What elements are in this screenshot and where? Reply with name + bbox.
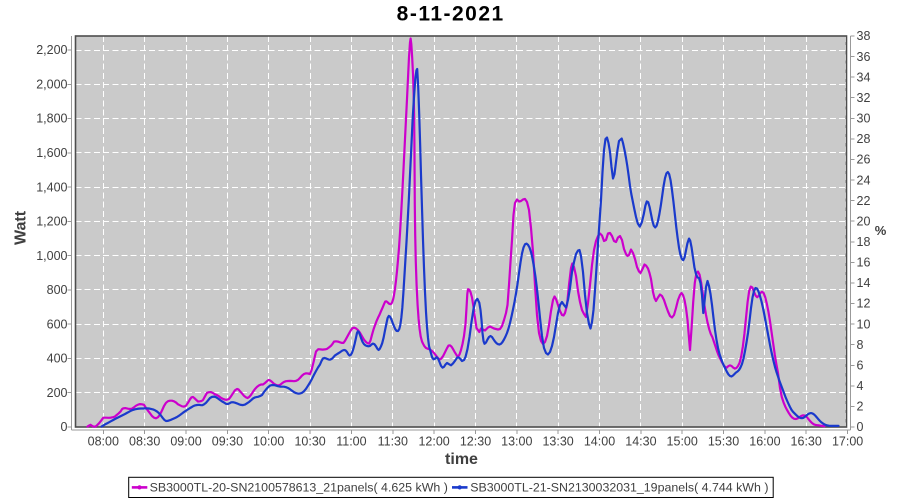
svg-text:1,400: 1,400 [36, 180, 67, 194]
svg-text:28: 28 [857, 132, 871, 146]
svg-text:2: 2 [857, 400, 864, 414]
svg-text:24: 24 [857, 173, 871, 187]
svg-text:08:00: 08:00 [88, 435, 119, 449]
svg-text:Watt: Watt [13, 210, 30, 245]
svg-text:26: 26 [857, 153, 871, 167]
svg-text:17:00: 17:00 [832, 435, 863, 449]
svg-text:400: 400 [47, 352, 68, 366]
svg-text:16: 16 [857, 256, 871, 270]
svg-text:1,800: 1,800 [36, 112, 67, 126]
svg-text:32: 32 [857, 91, 871, 105]
svg-text:800: 800 [47, 283, 68, 297]
svg-text:time: time [445, 451, 478, 468]
svg-text:1,600: 1,600 [36, 146, 67, 160]
svg-text:09:00: 09:00 [170, 435, 201, 449]
svg-text:12:30: 12:30 [460, 435, 491, 449]
svg-text:11:00: 11:00 [336, 435, 366, 449]
svg-text:600: 600 [47, 317, 68, 331]
svg-text:%: % [875, 223, 887, 238]
svg-text:10:00: 10:00 [253, 435, 284, 449]
svg-text:10: 10 [857, 317, 871, 331]
svg-text:13:00: 13:00 [501, 435, 532, 449]
svg-text:14:30: 14:30 [625, 435, 656, 449]
svg-text:18: 18 [857, 235, 871, 249]
svg-text:20: 20 [857, 214, 871, 228]
svg-text:14: 14 [857, 276, 871, 290]
svg-text:2,000: 2,000 [36, 78, 67, 92]
svg-text:11:30: 11:30 [378, 435, 408, 449]
svg-text:200: 200 [47, 386, 68, 400]
svg-text:15:30: 15:30 [708, 435, 739, 449]
svg-text:0: 0 [61, 420, 68, 434]
svg-text:1,200: 1,200 [36, 215, 67, 229]
svg-text:14:00: 14:00 [584, 435, 615, 449]
svg-text:8: 8 [857, 338, 864, 352]
svg-text:6: 6 [857, 359, 864, 373]
svg-text:10:30: 10:30 [294, 435, 325, 449]
svg-text:12: 12 [857, 297, 871, 311]
svg-text:16:30: 16:30 [791, 435, 822, 449]
svg-text:34: 34 [857, 70, 871, 84]
svg-text:09:30: 09:30 [212, 435, 243, 449]
svg-text:8-11-2021: 8-11-2021 [397, 2, 505, 25]
svg-text:1,000: 1,000 [36, 249, 67, 263]
svg-text:16:00: 16:00 [749, 435, 780, 449]
svg-text:36: 36 [857, 50, 871, 64]
svg-text:2,200: 2,200 [36, 43, 67, 57]
svg-text:38: 38 [857, 29, 871, 43]
svg-text:13:30: 13:30 [542, 435, 573, 449]
svg-text:30: 30 [857, 112, 871, 126]
svg-text:0: 0 [857, 420, 864, 434]
svg-text:22: 22 [857, 194, 871, 208]
svg-text:4: 4 [857, 379, 864, 393]
svg-text:SB3000TL-20-SN2100578613_21pan: SB3000TL-20-SN2100578613_21panels( 4.625… [150, 481, 448, 495]
svg-text:12:00: 12:00 [418, 435, 449, 449]
svg-text:15:00: 15:00 [667, 435, 698, 449]
svg-text:SB3000TL-21-SN2130032031_19pan: SB3000TL-21-SN2130032031_19panels( 4.744… [470, 481, 768, 495]
svg-text:08:30: 08:30 [129, 435, 160, 449]
